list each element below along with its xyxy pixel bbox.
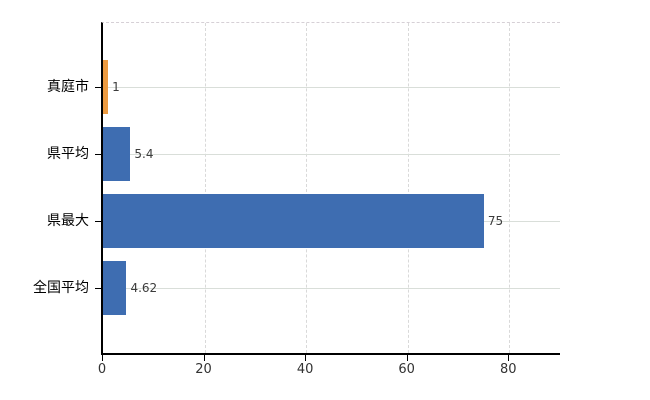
x-axis-tick-label: 80 [499, 362, 517, 377]
horizontal-gridline [103, 288, 560, 289]
vertical-gridline [509, 23, 511, 353]
bar-3 [103, 194, 484, 248]
x-axis-tick-label: 0 [97, 362, 107, 377]
x-axis-tick-label: 40 [296, 362, 314, 377]
bar-value-label: 5.4 [134, 147, 154, 161]
y-axis-tick [95, 288, 101, 289]
x-axis-tick [508, 355, 510, 361]
category-label: 県平均 [47, 146, 89, 162]
horizontal-gridline [103, 154, 560, 155]
horizontal-gridline [103, 87, 560, 88]
y-axis-tick [95, 221, 101, 222]
x-axis-tick [406, 355, 408, 361]
bar-2 [103, 127, 131, 181]
bar-4 [103, 261, 127, 315]
category-label: 真庭市 [47, 79, 89, 95]
bar-value-label: 75 [487, 214, 504, 228]
y-axis-tick [95, 154, 101, 155]
x-axis-tick [203, 355, 205, 361]
y-axis-category-labels: 真庭市県平均県最大全国平均 [0, 0, 89, 400]
vertical-gridline [407, 23, 409, 353]
y-axis-tick [95, 87, 101, 88]
x-axis-tick [305, 355, 307, 361]
category-label: 県最大 [47, 213, 89, 229]
bar-value-label: 1 [112, 80, 120, 94]
x-axis-tick-label: 60 [398, 362, 415, 377]
plot-area: 1 5.4 75 4.62 [101, 22, 560, 355]
x-axis-tick-label: 20 [195, 362, 212, 377]
bar-value-label: 4.62 [130, 281, 158, 295]
category-label: 全国平均 [33, 280, 89, 296]
vertical-gridline [204, 23, 206, 353]
bar-1 [103, 60, 109, 114]
vertical-gridline [306, 23, 308, 353]
x-axis-tick [102, 355, 103, 361]
